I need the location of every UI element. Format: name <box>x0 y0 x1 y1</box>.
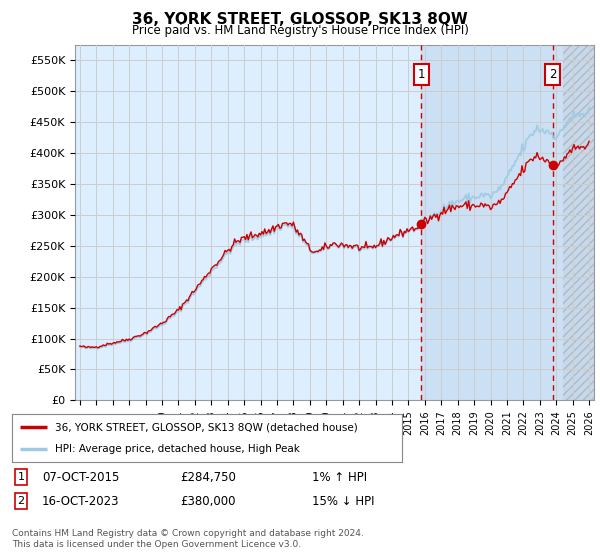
Bar <box>421 45 563 400</box>
Text: 16-OCT-2023: 16-OCT-2023 <box>42 494 119 508</box>
Text: Contains HM Land Registry data © Crown copyright and database right 2024.: Contains HM Land Registry data © Crown c… <box>12 529 364 538</box>
Text: 36, YORK STREET, GLOSSOP, SK13 8QW: 36, YORK STREET, GLOSSOP, SK13 8QW <box>132 12 468 27</box>
Text: HPI: Average price, detached house, High Peak: HPI: Average price, detached house, High… <box>55 444 300 454</box>
Text: 1: 1 <box>418 68 425 81</box>
Text: £284,750: £284,750 <box>180 470 236 484</box>
Text: 1% ↑ HPI: 1% ↑ HPI <box>312 470 367 484</box>
Text: This data is licensed under the Open Government Licence v3.0.: This data is licensed under the Open Gov… <box>12 540 301 549</box>
Text: 1: 1 <box>17 472 25 482</box>
Bar <box>563 45 597 400</box>
Text: 2: 2 <box>549 68 557 81</box>
Bar <box>563 45 597 400</box>
Text: 2: 2 <box>17 496 25 506</box>
Text: 36, YORK STREET, GLOSSOP, SK13 8QW (detached house): 36, YORK STREET, GLOSSOP, SK13 8QW (deta… <box>55 422 358 432</box>
Text: £380,000: £380,000 <box>180 494 235 508</box>
Text: 07-OCT-2015: 07-OCT-2015 <box>42 470 119 484</box>
Text: 15% ↓ HPI: 15% ↓ HPI <box>312 494 374 508</box>
Text: Price paid vs. HM Land Registry's House Price Index (HPI): Price paid vs. HM Land Registry's House … <box>131 24 469 37</box>
